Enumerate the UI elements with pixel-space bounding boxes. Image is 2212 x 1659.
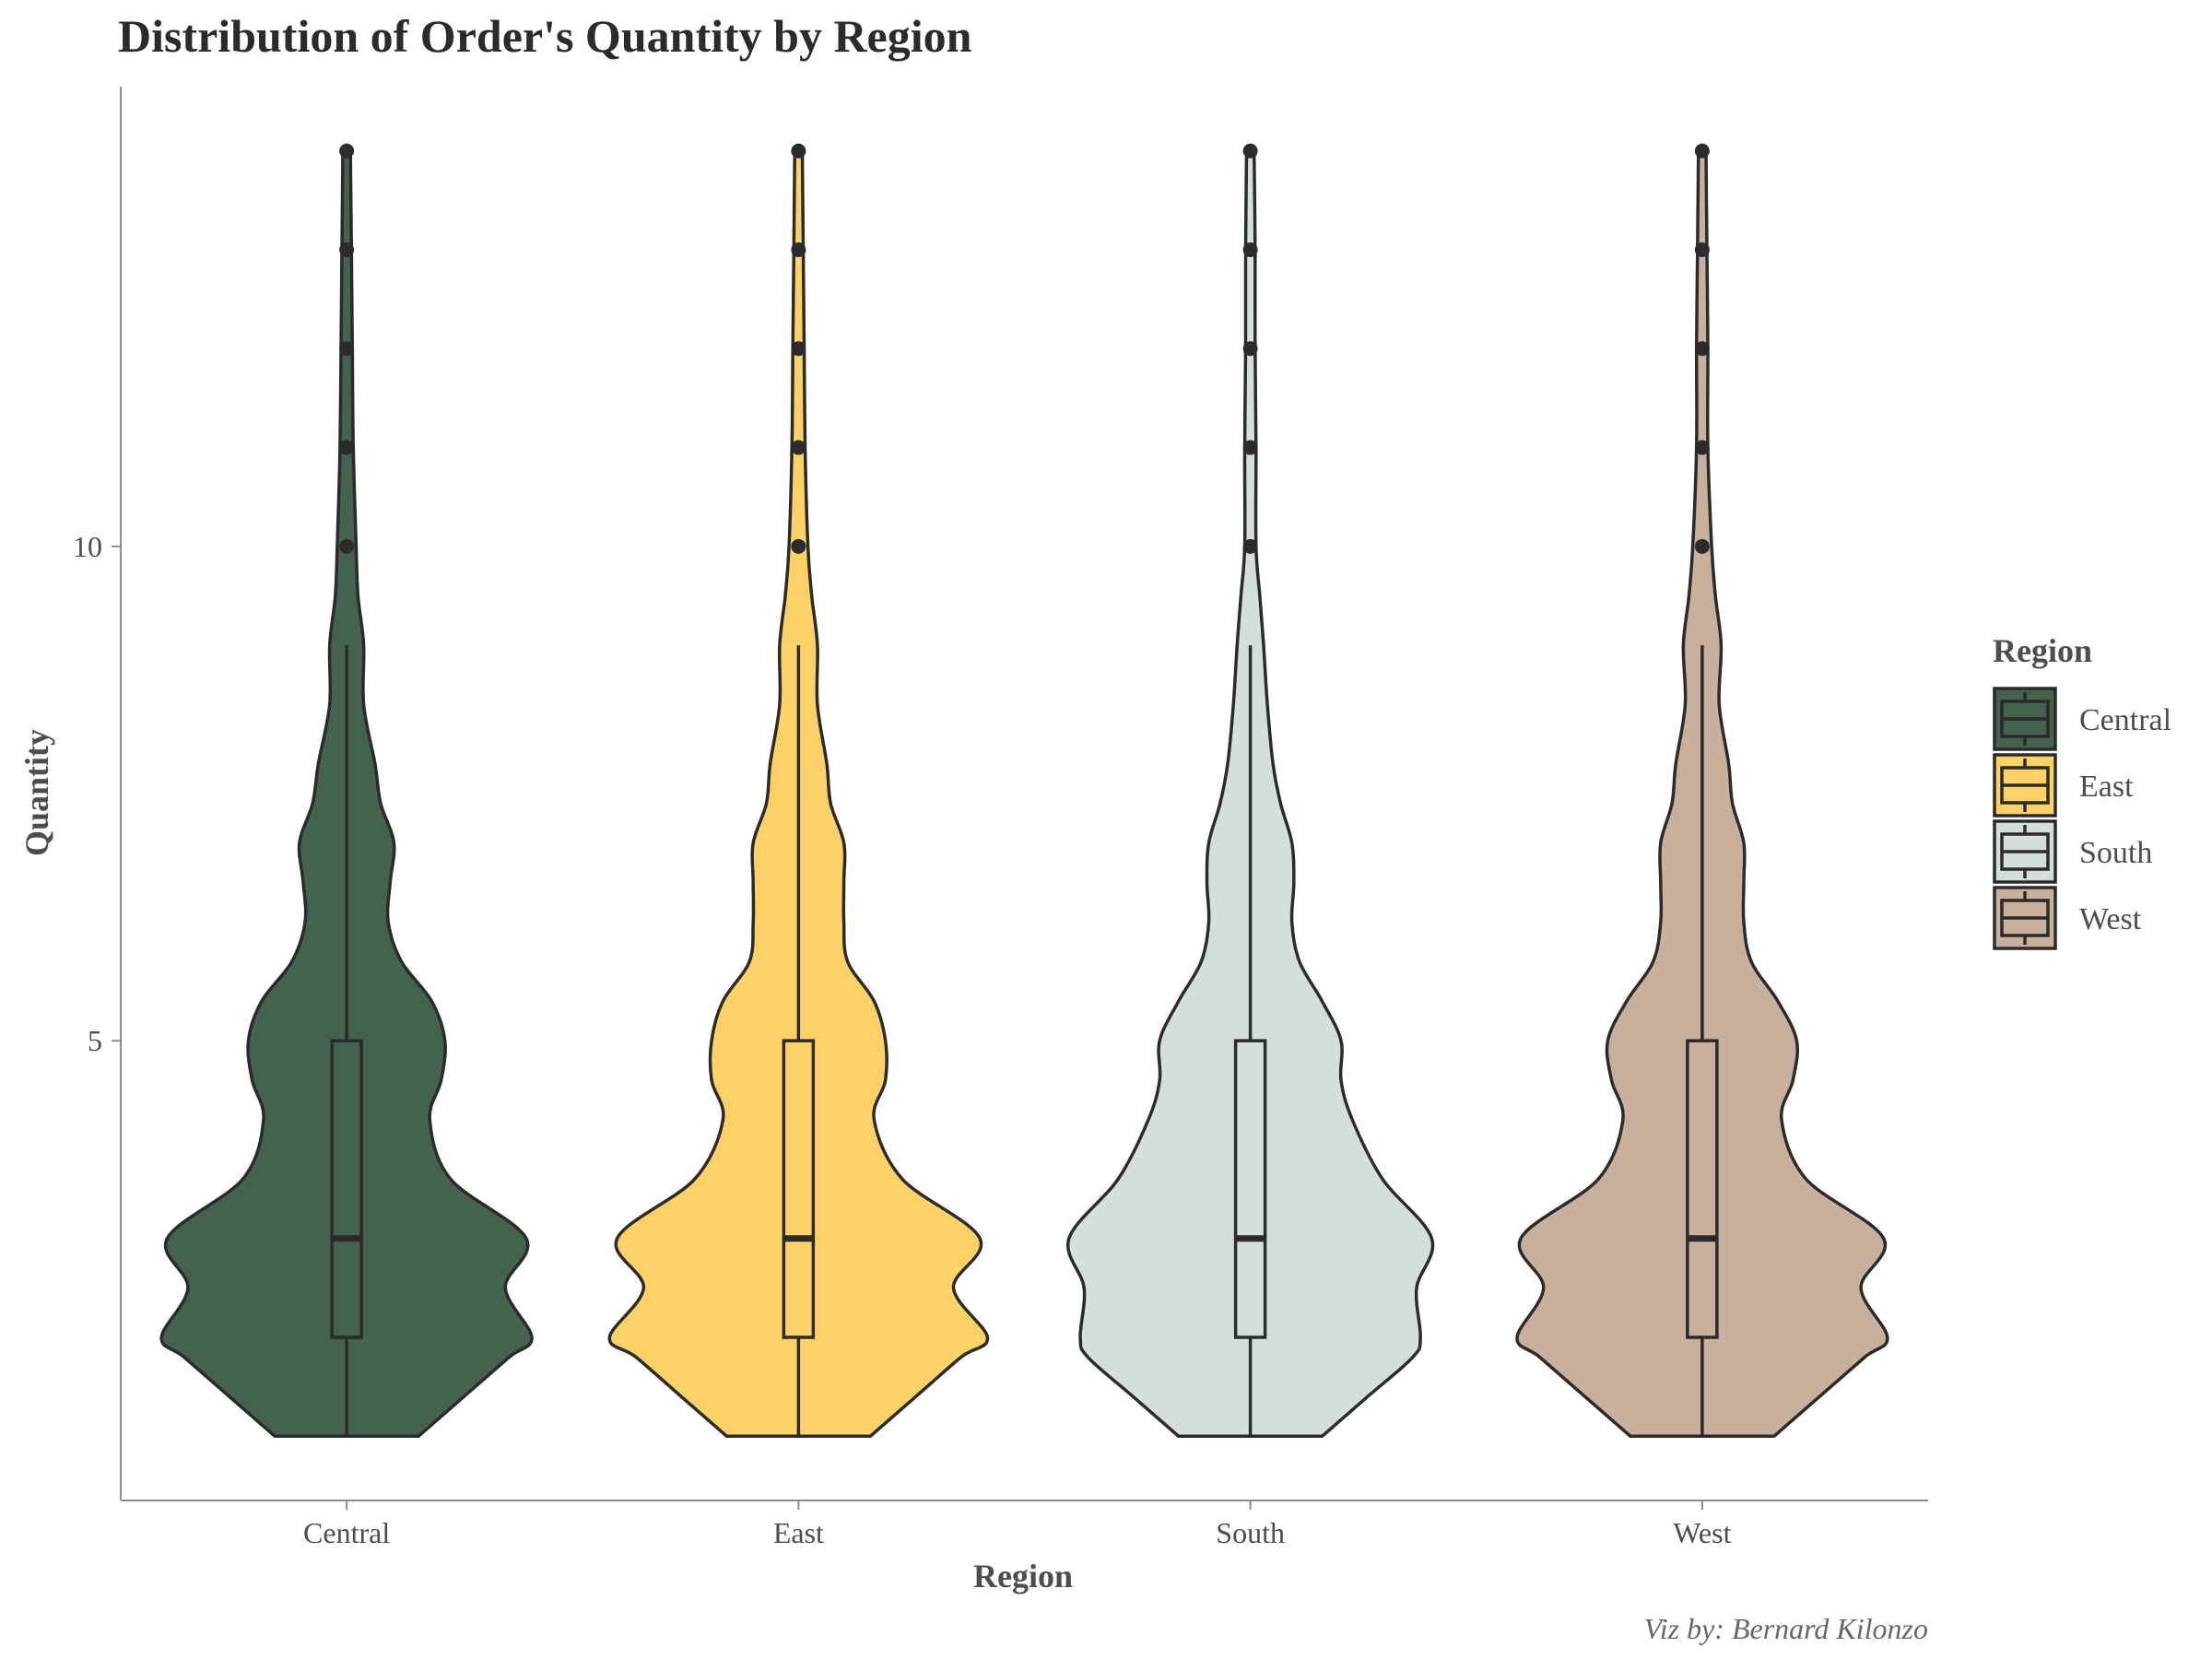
outlier-point-west xyxy=(1694,143,1710,159)
plot-area xyxy=(159,143,1889,1439)
outlier-point-central xyxy=(339,242,355,257)
outlier-point-east xyxy=(791,538,806,554)
legend-item-west: West xyxy=(1993,886,2142,950)
chart-title: Distribution of Order's Quantity by Regi… xyxy=(118,10,972,62)
outlier-point-central xyxy=(339,341,355,357)
outlier-point-east xyxy=(791,440,806,455)
box-central xyxy=(330,1039,363,1339)
outlier-point-south xyxy=(1242,538,1258,554)
x-tick-label-central: Central xyxy=(303,1516,390,1549)
y-tick-label-5: 5 xyxy=(88,1024,102,1057)
outlier-point-west xyxy=(1694,341,1710,357)
outlier-point-west xyxy=(1694,538,1710,554)
legend-label-west: West xyxy=(2079,902,2142,936)
box-south xyxy=(1233,1039,1267,1339)
y-tick-label-10: 10 xyxy=(73,530,102,563)
outlier-point-east xyxy=(791,341,806,357)
x-tick-label-west: West xyxy=(1673,1516,1731,1549)
legend-item-east: East xyxy=(1993,753,2134,818)
outlier-point-central xyxy=(339,538,355,554)
outlier-point-west xyxy=(1694,242,1710,257)
outlier-point-central xyxy=(339,143,355,159)
outlier-point-central xyxy=(339,440,355,455)
legend-label-south: South xyxy=(2079,836,2152,870)
x-tick-label-east: East xyxy=(773,1516,824,1549)
outlier-point-south xyxy=(1242,341,1258,357)
axis-ticks: Central East South West 5 10 xyxy=(73,530,1732,1549)
outlier-point-south xyxy=(1242,143,1258,159)
legend-label-east: East xyxy=(2079,770,2134,804)
legend-label-central: Central xyxy=(2079,703,2171,737)
outlier-point-east xyxy=(791,242,806,257)
legend-title: Region xyxy=(1993,632,2092,669)
legend-item-central: Central xyxy=(1993,687,2171,751)
y-axis-title: Quantity xyxy=(18,729,55,856)
outlier-point-south xyxy=(1242,440,1258,455)
legend: Region Central East South West xyxy=(1993,632,2171,950)
box-east xyxy=(782,1039,816,1339)
x-axis-title: Region xyxy=(973,1558,1073,1594)
x-tick-label-south: South xyxy=(1216,1516,1285,1549)
outlier-point-west xyxy=(1694,440,1710,455)
caption: Viz by: Bernard Kilonzo xyxy=(1644,1612,1928,1645)
outlier-point-east xyxy=(791,143,806,159)
legend-item-south: South xyxy=(1993,819,2152,884)
outlier-point-south xyxy=(1242,242,1258,257)
box-west xyxy=(1686,1039,1719,1339)
